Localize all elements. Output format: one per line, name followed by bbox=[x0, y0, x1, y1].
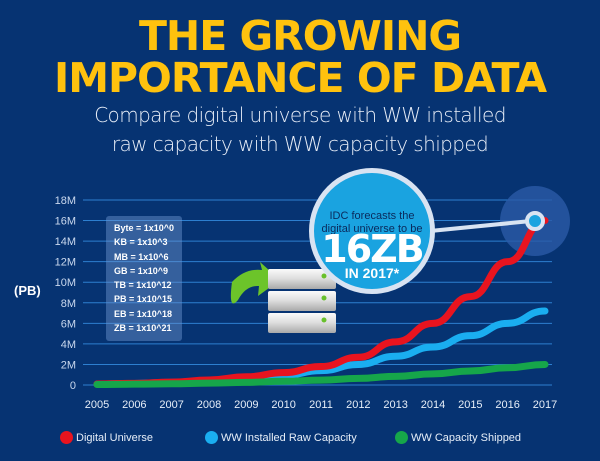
unit-pb: PB = 1x10^15 bbox=[114, 294, 173, 305]
x-tick-label: 2007 bbox=[159, 399, 183, 411]
forecast-callout: IDC forecasts the digital universe to be… bbox=[309, 168, 435, 294]
callout-value: 16ZB bbox=[321, 227, 424, 271]
subtitle-line-2: raw capacity with WW capacity shipped bbox=[111, 132, 489, 156]
y-tick-label: 14M bbox=[55, 236, 76, 248]
callout-line-1: IDC forecasts the bbox=[329, 210, 415, 222]
units-reference-box: Byte = 1x10^0 KB = 1x10^3 MB = 1x10^6 GB… bbox=[106, 216, 182, 341]
x-axis-ticks: 2005 2006 2007 2008 2009 2010 2011 2012 2013 2014… bbox=[85, 399, 557, 411]
y-tick-label: 2M bbox=[61, 359, 76, 371]
callout-year: IN 2017* bbox=[344, 265, 400, 281]
x-tick-label: 2015 bbox=[458, 399, 482, 411]
unit-zb: ZB = 1x10^21 bbox=[114, 323, 172, 334]
legend-item-installed-raw: WW Installed Raw Capacity bbox=[205, 431, 357, 444]
unit-kb: KB = 1x10^3 bbox=[114, 237, 168, 248]
x-tick-label: 2005 bbox=[85, 399, 109, 411]
x-tick-label: 2008 bbox=[197, 399, 221, 411]
legend-item-capacity-shipped: WW Capacity Shipped bbox=[395, 431, 521, 444]
x-tick-label: 2010 bbox=[271, 399, 295, 411]
legend-label: WW Installed Raw Capacity bbox=[221, 431, 357, 444]
legend-dot-icon bbox=[205, 431, 218, 444]
unit-eb: EB = 1x10^18 bbox=[114, 308, 173, 319]
x-tick-label: 2017 bbox=[533, 399, 557, 411]
endpoint-marker bbox=[525, 211, 545, 231]
y-tick-label: 12M bbox=[55, 257, 76, 269]
y-tick-label: 8M bbox=[61, 298, 76, 310]
y-axis-unit: (PB) bbox=[14, 283, 41, 298]
series-lines bbox=[93, 217, 549, 388]
title-line-1: THE GROWING bbox=[138, 12, 462, 60]
green-arrow-icon bbox=[230, 262, 280, 304]
callout-text: IDC forecasts the digital universe to be bbox=[314, 210, 430, 236]
callout-line-2: digital universe to be bbox=[321, 223, 423, 235]
y-tick-label: 16M bbox=[55, 216, 76, 228]
legend-label: WW Capacity Shipped bbox=[411, 431, 522, 444]
y-tick-label: 6M bbox=[61, 318, 76, 330]
y-tick-label: 4M bbox=[61, 339, 76, 351]
unit-mb: MB = 1x10^6 bbox=[114, 251, 169, 262]
x-tick-label: 2009 bbox=[234, 399, 258, 411]
x-tick-label: 2006 bbox=[122, 399, 146, 411]
unit-gb: GB = 1x10^9 bbox=[114, 265, 169, 276]
unit-tb: TB = 1x10^12 bbox=[114, 280, 172, 291]
x-tick-label: 2013 bbox=[383, 399, 407, 411]
x-tick-label: 2014 bbox=[421, 399, 445, 411]
server-stack-icon bbox=[268, 269, 336, 333]
callout-connector bbox=[419, 219, 532, 234]
x-tick-label: 2016 bbox=[495, 399, 519, 411]
y-axis-ticks: 0 2M 4M 6M 8M 10M 12M 14M 16M 18M bbox=[55, 195, 76, 392]
y-tick-label: 18M bbox=[55, 195, 76, 207]
legend-dot-icon bbox=[60, 431, 73, 444]
x-tick-label: 2011 bbox=[309, 399, 333, 411]
y-tick-label: 0 bbox=[70, 380, 76, 392]
legend-label: Digital Universe bbox=[76, 431, 154, 444]
legend-dot-icon bbox=[395, 431, 408, 444]
series-line-ww-capacity-shipped bbox=[93, 360, 549, 388]
legend: Digital Universe WW Installed Raw Capaci… bbox=[0, 431, 600, 451]
subtitle-line-1: Compare digital universe with WW install… bbox=[94, 103, 506, 127]
y-tick-label: 10M bbox=[55, 277, 76, 289]
x-tick-label: 2012 bbox=[346, 399, 370, 411]
unit-byte: Byte = 1x10^0 bbox=[114, 223, 175, 233]
title-line-2: IMPORTANCE OF DATA bbox=[53, 54, 547, 102]
legend-item-digital-universe: Digital Universe bbox=[60, 431, 153, 444]
